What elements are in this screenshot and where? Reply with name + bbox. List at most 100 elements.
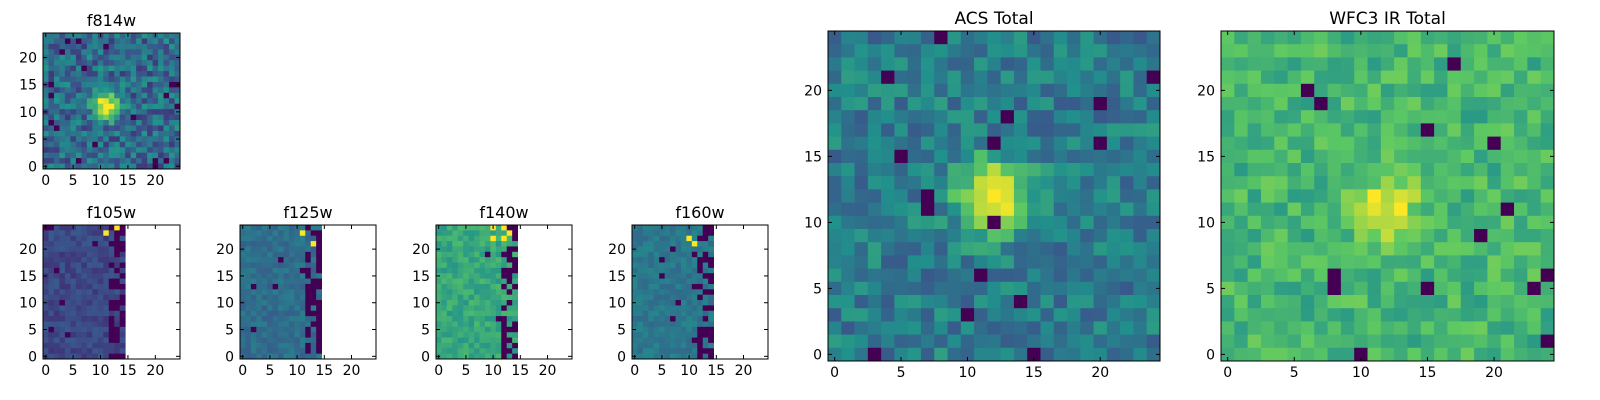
heatmap-cell	[92, 103, 99, 110]
heatmap-cell	[1053, 149, 1068, 164]
heatmap-cell	[1287, 268, 1302, 283]
heatmap-cell	[1540, 83, 1555, 98]
heatmap-cell	[152, 98, 159, 105]
heatmap-cell	[1327, 136, 1342, 151]
heatmap-cell	[1247, 242, 1262, 256]
heatmap-cell	[1460, 189, 1475, 203]
heatmap-cell	[490, 235, 497, 242]
heatmap-cell	[867, 31, 882, 45]
heatmap-cell	[1314, 149, 1328, 164]
heatmap-cell	[691, 300, 698, 306]
heatmap-cell	[64, 92, 71, 99]
heatmap-cell	[854, 215, 869, 230]
heatmap-cell	[278, 246, 284, 253]
heatmap-cell	[103, 136, 110, 143]
heatmap-cell	[1447, 268, 1462, 283]
heatmap-cell	[1234, 347, 1249, 362]
heatmap-cell	[1514, 215, 1528, 230]
heatmap-cell	[960, 268, 975, 283]
heatmap-cell	[490, 283, 497, 290]
heatmap-cell	[305, 246, 312, 253]
heatmap-cell	[1474, 229, 1488, 243]
heatmap-cell	[457, 262, 464, 269]
heatmap-cell	[1146, 202, 1161, 217]
heatmap-cell	[1080, 295, 1094, 309]
heatmap-cell	[484, 230, 491, 237]
heatmap-cell	[316, 257, 322, 263]
heatmap-cell	[1221, 295, 1235, 309]
heatmap-cell	[250, 348, 257, 355]
heatmap-cell	[43, 278, 49, 285]
heatmap-cell	[670, 326, 676, 333]
heatmap-cell	[267, 283, 274, 290]
heatmap-cell	[1527, 242, 1542, 256]
heatmap-cell	[53, 283, 60, 290]
heatmap-cell	[1527, 255, 1542, 269]
heatmap-cell	[261, 251, 268, 258]
heatmap-cell	[81, 305, 88, 312]
heatmap-cell	[59, 33, 66, 39]
heatmap-cell	[632, 262, 638, 269]
heatmap-cell	[1314, 321, 1328, 335]
heatmap-cell	[642, 251, 649, 258]
heatmap-cell	[114, 300, 121, 306]
heatmap-cell	[512, 257, 518, 263]
heatmap-cell	[637, 246, 644, 253]
heatmap-cell	[1287, 149, 1302, 164]
heatmap-cell	[697, 289, 704, 296]
heatmap-cell	[474, 257, 480, 263]
heatmap-cell	[632, 235, 638, 242]
heatmap-cell	[163, 92, 170, 99]
x-tick-label: 10	[92, 173, 110, 189]
heatmap-cell	[1133, 163, 1148, 177]
heatmap-cell	[64, 60, 71, 67]
heatmap-cell	[934, 281, 948, 296]
heatmap-cell	[1013, 229, 1028, 243]
heatmap-cell	[501, 316, 508, 322]
heatmap-cell	[512, 326, 518, 333]
heatmap-cell	[305, 294, 312, 301]
heatmap-cell	[501, 246, 508, 253]
heatmap-cell	[1447, 70, 1462, 85]
heatmap-cell	[53, 262, 60, 269]
heatmap-cell	[1093, 347, 1108, 362]
heatmap-cell	[1133, 176, 1148, 190]
heatmap-cell	[1314, 229, 1328, 243]
heatmap-cell	[854, 242, 869, 256]
heatmap-cell	[670, 246, 676, 253]
heatmap-cell	[103, 342, 110, 349]
heatmap-cell	[136, 136, 143, 143]
heatmap-cell	[670, 332, 676, 338]
heatmap-cell	[1514, 176, 1528, 190]
heatmap-cell	[1367, 189, 1382, 203]
heatmap-cell	[934, 176, 948, 190]
heatmap-cell	[1300, 123, 1315, 137]
heatmap-cell	[1040, 176, 1055, 190]
heatmap-cell	[691, 278, 698, 285]
heatmap-cell	[659, 230, 666, 237]
heatmap-cell	[316, 289, 322, 296]
heatmap-cell	[1367, 215, 1382, 230]
heatmap-cell	[894, 97, 909, 111]
heatmap-cell	[495, 273, 502, 279]
heatmap-cell	[48, 54, 55, 61]
heatmap-cell	[1420, 281, 1435, 296]
heatmap-cell	[267, 310, 274, 317]
heatmap-cell	[1540, 123, 1555, 137]
heatmap-cell	[659, 300, 666, 306]
heatmap-cell	[169, 152, 175, 159]
heatmap-cell	[130, 76, 137, 83]
heatmap-cell	[691, 273, 698, 279]
heatmap-cell	[310, 326, 317, 333]
heatmap-cell	[436, 241, 442, 247]
heatmap-cell	[1027, 268, 1041, 283]
heatmap-cell	[441, 300, 448, 306]
y-tick-label: 15	[1197, 149, 1215, 165]
heatmap-cell	[697, 305, 704, 312]
heatmap-cell	[310, 332, 317, 338]
heatmap-cell	[48, 267, 55, 274]
heatmap-cell	[841, 136, 855, 151]
heatmap-cell	[114, 43, 121, 50]
heatmap-cell	[299, 273, 306, 279]
